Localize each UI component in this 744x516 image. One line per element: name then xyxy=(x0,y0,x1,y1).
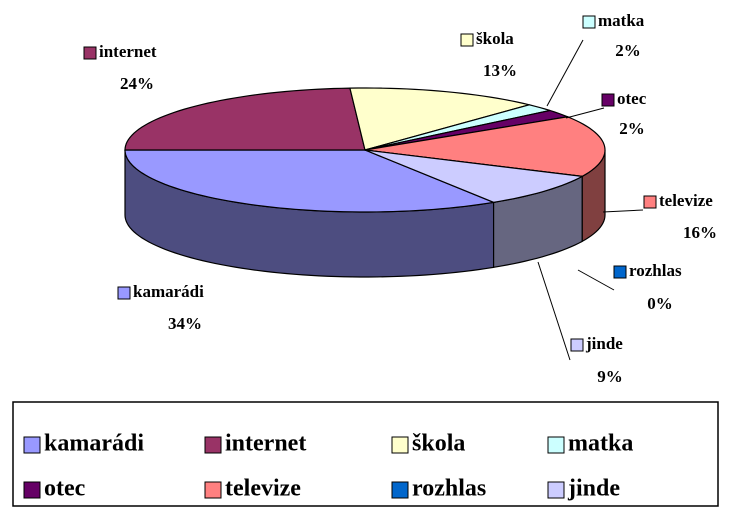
legend-label: matka xyxy=(568,431,633,457)
label-swatch xyxy=(570,338,584,352)
leader-line xyxy=(537,261,571,361)
leader-line xyxy=(546,39,584,107)
data-label-name: jinde xyxy=(585,334,623,353)
legend-swatch xyxy=(204,436,222,454)
legend-swatch xyxy=(391,481,409,499)
data-label-name: internet xyxy=(99,42,157,61)
label-swatch xyxy=(117,286,131,300)
slice xyxy=(364,149,585,203)
legend-label: kamarádi xyxy=(44,431,144,457)
legend-swatch xyxy=(23,436,41,454)
data-label: 0% xyxy=(647,294,673,313)
legend-swatch xyxy=(547,481,565,499)
leader-line xyxy=(577,269,615,291)
data-label: 34% xyxy=(168,314,202,333)
legend-swatch xyxy=(204,481,222,499)
legend-swatch xyxy=(23,481,41,499)
data-label: 2% xyxy=(615,41,641,60)
data-label: 9% xyxy=(597,367,623,386)
data-label: 16% xyxy=(683,223,717,242)
data-label-name: škola xyxy=(476,29,514,48)
legend-label: internet xyxy=(225,431,306,457)
legend-swatch xyxy=(547,436,565,454)
label-swatch xyxy=(460,33,474,47)
data-label: 2% xyxy=(619,119,645,138)
leader-line xyxy=(602,209,644,213)
label-swatch xyxy=(601,93,615,107)
leader-line xyxy=(565,107,605,119)
label-swatch xyxy=(83,46,97,60)
slice xyxy=(349,87,530,151)
legend-swatch xyxy=(391,436,409,454)
label-swatch xyxy=(582,15,596,29)
data-label-name: televize xyxy=(659,191,713,210)
label-swatch xyxy=(613,265,627,279)
data-label-name: matka xyxy=(598,11,645,30)
data-label-name: otec xyxy=(617,89,647,108)
label-swatch xyxy=(643,195,657,209)
legend-label: jinde xyxy=(567,476,620,502)
data-label-name: rozhlas xyxy=(629,261,682,280)
slice xyxy=(364,116,606,178)
data-label: 24% xyxy=(120,74,154,93)
legend-label: škola xyxy=(412,431,465,457)
legend-box xyxy=(12,401,719,507)
slice xyxy=(124,149,496,213)
slice xyxy=(124,87,366,151)
legend-label: televize xyxy=(225,476,301,502)
legend-label: otec xyxy=(44,476,86,502)
data-label-name: kamarádi xyxy=(133,282,204,301)
data-label: 13% xyxy=(483,61,517,80)
legend-label: rozhlas xyxy=(412,476,486,502)
